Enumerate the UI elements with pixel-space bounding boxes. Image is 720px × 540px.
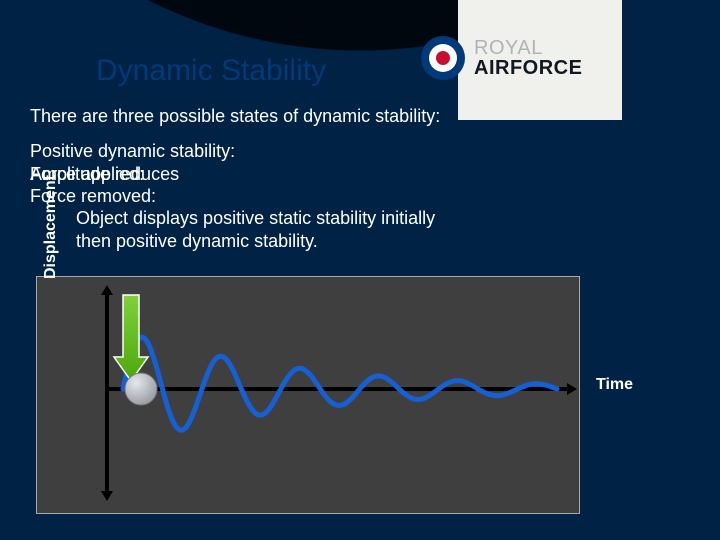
page-title: Dynamic Stability xyxy=(96,54,326,88)
logo-line2: AIRFORCE xyxy=(474,58,582,78)
y-axis-label: Displacement xyxy=(42,132,60,322)
overlapping-text: Force applied: Amplitude reduces xyxy=(30,163,590,185)
line-force-removed: Force removed: xyxy=(30,185,590,208)
body-text: Positive dynamic stability: Force applie… xyxy=(30,140,590,252)
raf-logo: ROYAL AIRFORCE xyxy=(420,28,664,88)
detail-line-2: then positive dynamic stability. xyxy=(30,230,590,253)
intro-text: There are three possible states of dynam… xyxy=(30,106,440,127)
logo-text: ROYAL AIRFORCE xyxy=(474,38,582,78)
chart-frame xyxy=(36,276,580,514)
logo-line1: ROYAL xyxy=(474,38,582,58)
section-heading: Positive dynamic stability: xyxy=(30,140,590,163)
ball-icon xyxy=(125,373,157,405)
chart-svg xyxy=(37,277,579,513)
x-axis-label: Time xyxy=(596,376,633,394)
detail-line-1: Object displays positive static stabilit… xyxy=(30,207,590,230)
damped-wave xyxy=(123,337,557,430)
roundel-icon xyxy=(420,35,466,81)
